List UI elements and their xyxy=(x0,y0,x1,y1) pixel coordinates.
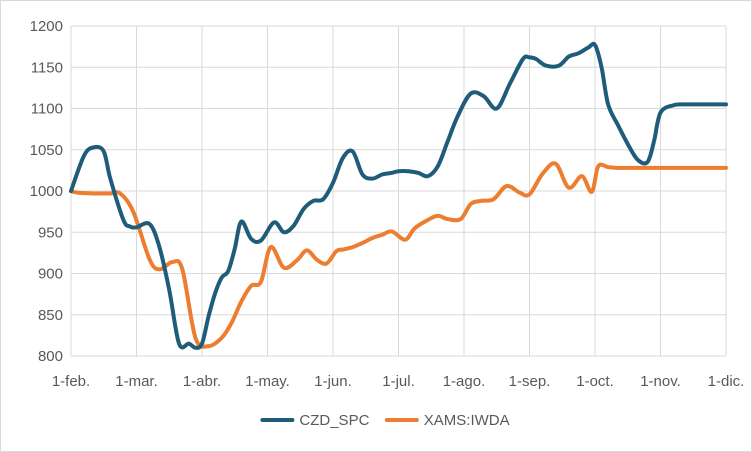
x-tick-label: 1-jun. xyxy=(314,373,352,390)
x-tick-label: 1-feb. xyxy=(52,373,90,390)
series-line-1 xyxy=(69,161,728,349)
y-tick-label: 800 xyxy=(38,348,63,365)
y-tick-label: 1150 xyxy=(31,59,63,76)
x-tick-label: 1-mar. xyxy=(115,373,158,390)
x-tick-label: 1-nov. xyxy=(640,373,681,390)
legend-label: XAMS:IWDA xyxy=(424,412,510,429)
legend-label: CZD_SPC xyxy=(299,412,369,429)
series-line-0 xyxy=(69,41,728,350)
y-tick-label: 850 xyxy=(38,307,63,324)
x-tick-label: 1-abr. xyxy=(183,373,221,390)
y-axis-ticks: 800 850 900 950 1000 1050 1100 1150 1200 xyxy=(30,18,63,365)
x-axis-ticks: 1-feb. 1-mar. 1-abr. 1-may. 1-jun. 1-jul. 1-ag… xyxy=(52,373,745,390)
gridlines xyxy=(70,25,727,357)
y-tick-label: 1050 xyxy=(30,142,63,159)
x-tick-label: 1-may. xyxy=(245,373,290,390)
y-tick-label: 1200 xyxy=(30,18,63,35)
series-lines xyxy=(69,41,728,350)
x-tick-label: 1-ago. xyxy=(443,373,486,390)
y-tick-label: 950 xyxy=(38,224,63,241)
y-tick-label: 900 xyxy=(38,266,63,283)
legend: CZD_SPC XAMS:IWDA xyxy=(260,412,510,429)
x-tick-label: 1-jul. xyxy=(382,373,415,390)
x-tick-label: 1-dic. xyxy=(708,373,745,390)
x-tick-label: 1-sep. xyxy=(509,373,551,390)
x-tick-label: 1-oct. xyxy=(576,373,614,390)
y-tick-label: 1000 xyxy=(30,183,63,200)
y-tick-label: 1100 xyxy=(31,101,63,118)
